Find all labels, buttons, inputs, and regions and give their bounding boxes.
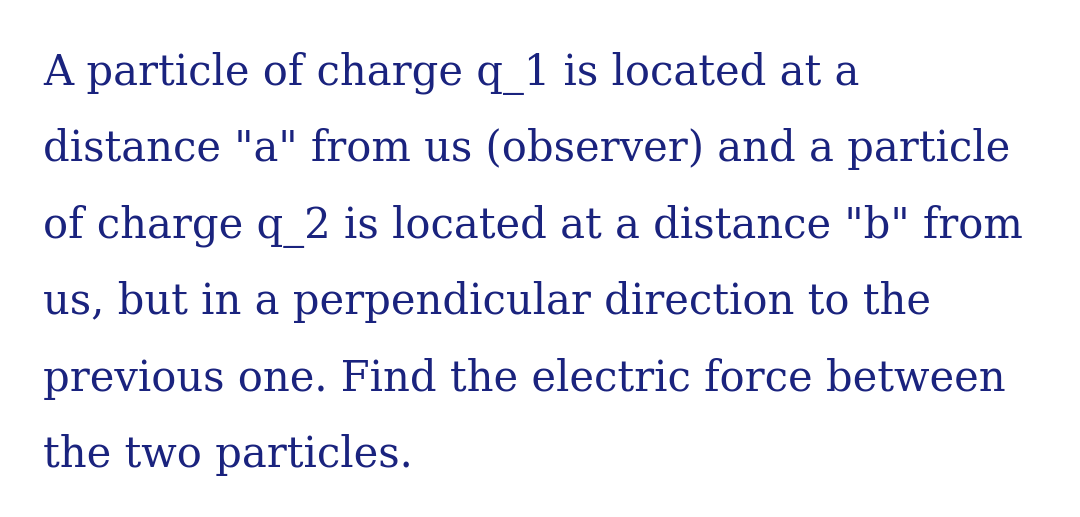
Text: the two particles.: the two particles.: [43, 434, 413, 476]
Text: distance "a" from us (observer) and a particle: distance "a" from us (observer) and a pa…: [43, 128, 1011, 170]
Text: previous one. Find the electric force between: previous one. Find the electric force be…: [43, 358, 1005, 400]
Text: A particle of charge q_1 is located at a: A particle of charge q_1 is located at a: [43, 52, 860, 95]
Text: us, but in a perpendicular direction to the: us, but in a perpendicular direction to …: [43, 281, 931, 323]
Text: of charge q_2 is located at a distance "b" from: of charge q_2 is located at a distance "…: [43, 205, 1023, 248]
